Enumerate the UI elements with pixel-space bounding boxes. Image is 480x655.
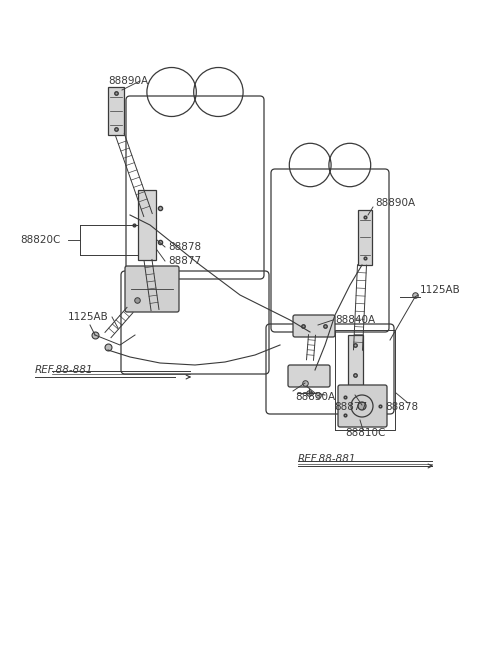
Text: 88820C: 88820C bbox=[20, 235, 60, 245]
Text: 1125AB: 1125AB bbox=[68, 312, 109, 322]
Text: 88810C: 88810C bbox=[345, 428, 385, 438]
Ellipse shape bbox=[358, 402, 366, 410]
Bar bbox=[348, 335, 363, 385]
Text: 1125AB: 1125AB bbox=[420, 285, 461, 295]
FancyBboxPatch shape bbox=[125, 266, 179, 312]
Text: 88840A: 88840A bbox=[335, 315, 375, 325]
Text: 88878: 88878 bbox=[168, 242, 201, 252]
FancyBboxPatch shape bbox=[338, 385, 387, 427]
Text: 88830A: 88830A bbox=[295, 392, 335, 402]
Bar bbox=[358, 210, 372, 265]
Bar bbox=[108, 87, 124, 135]
FancyBboxPatch shape bbox=[293, 315, 335, 337]
Text: REF.88-881: REF.88-881 bbox=[298, 454, 357, 464]
Text: 88877: 88877 bbox=[334, 402, 367, 412]
Text: 88878: 88878 bbox=[385, 402, 418, 412]
Text: REF.88-881: REF.88-881 bbox=[35, 365, 94, 375]
FancyBboxPatch shape bbox=[288, 365, 330, 387]
Text: 88877: 88877 bbox=[168, 256, 201, 266]
Text: 88890A: 88890A bbox=[108, 76, 148, 86]
Text: 88890A: 88890A bbox=[375, 198, 415, 208]
Bar bbox=[138, 190, 156, 260]
